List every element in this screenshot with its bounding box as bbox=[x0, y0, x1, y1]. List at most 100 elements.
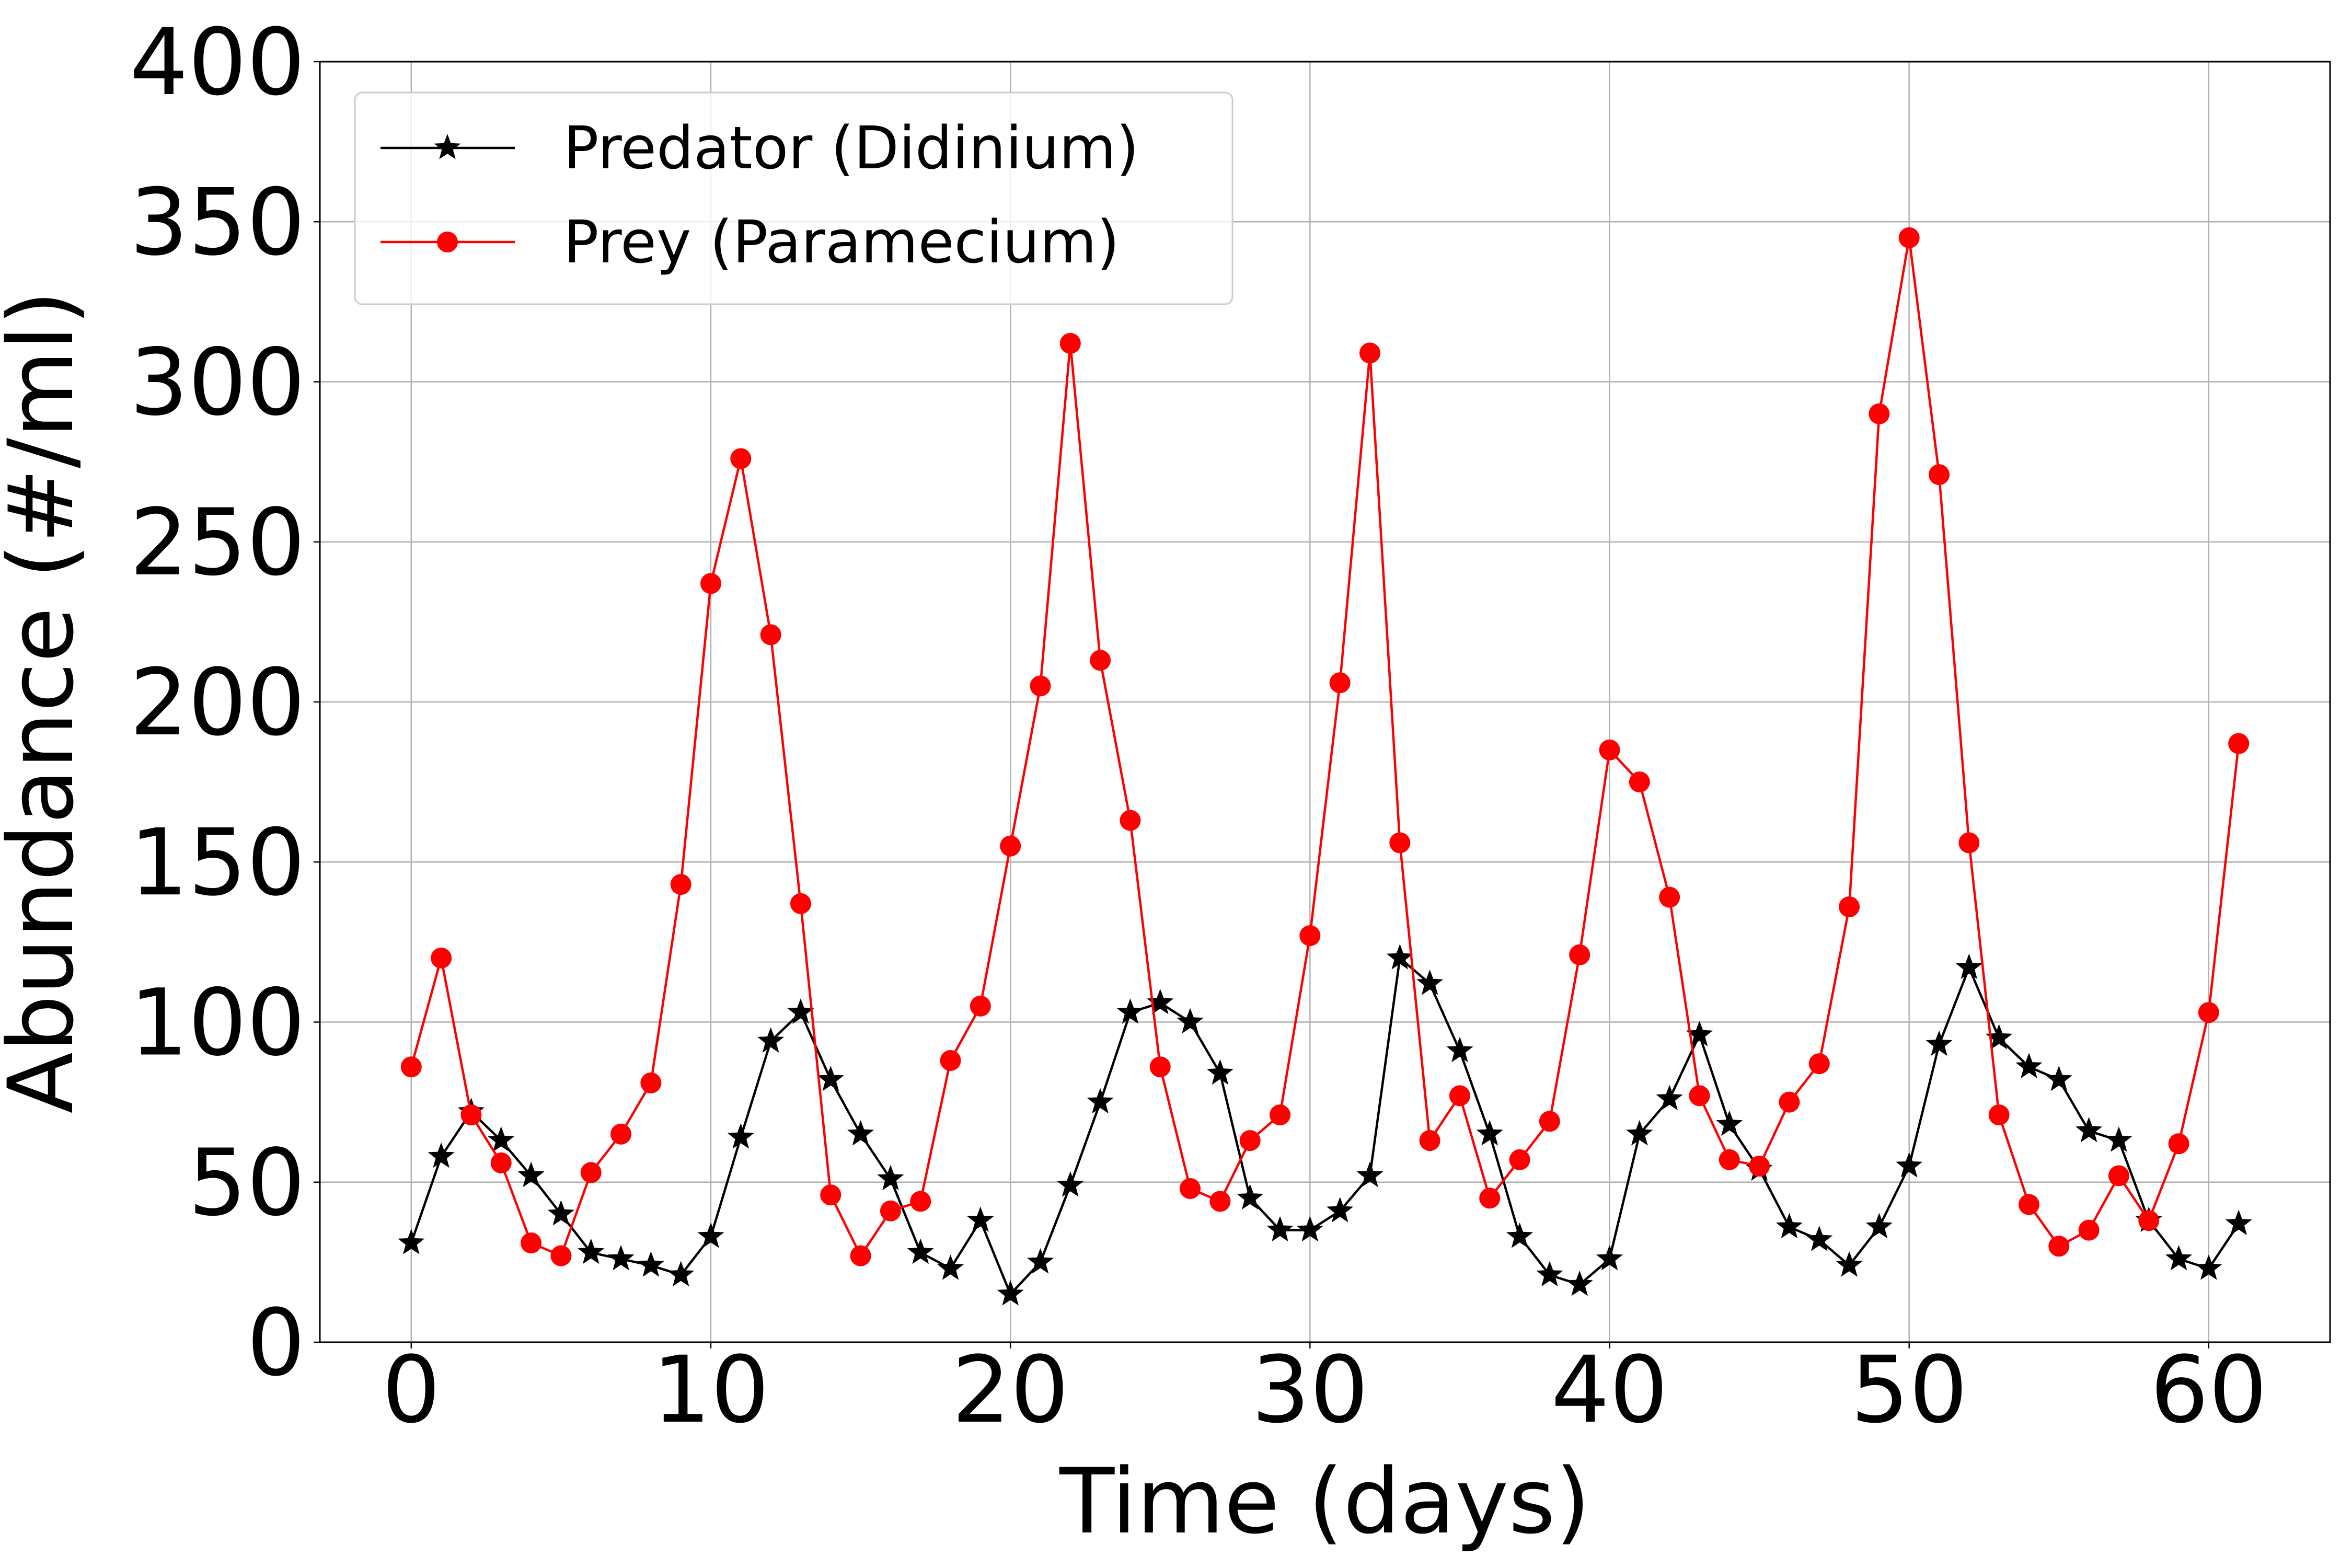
data-point bbox=[2138, 1210, 2160, 1231]
legend-marker bbox=[437, 232, 458, 252]
x-tick-label: 30 bbox=[1251, 1336, 1368, 1444]
x-tick-label: 60 bbox=[2150, 1336, 2267, 1444]
y-tick-label: 200 bbox=[130, 649, 305, 756]
data-point bbox=[1599, 739, 1620, 760]
data-point bbox=[610, 1123, 632, 1145]
data-point bbox=[1869, 403, 1890, 424]
data-point bbox=[428, 1142, 455, 1168]
data-point bbox=[1180, 1178, 1201, 1199]
data-point bbox=[1536, 1261, 1563, 1287]
data-point bbox=[757, 1027, 785, 1053]
data-point bbox=[1775, 1213, 1803, 1239]
data-point bbox=[1359, 342, 1380, 364]
legend-frame bbox=[354, 91, 1233, 305]
data-point bbox=[1266, 1216, 1294, 1242]
data-point bbox=[2198, 1002, 2219, 1023]
series-predator-didinium bbox=[398, 944, 2252, 1306]
x-tick-label: 0 bbox=[382, 1336, 441, 1444]
data-point bbox=[700, 573, 721, 594]
data-point bbox=[1506, 1223, 1534, 1248]
data-point bbox=[637, 1251, 664, 1277]
y-tick-label: 100 bbox=[130, 970, 305, 1077]
data-point bbox=[1749, 1156, 1770, 1177]
legend-label: Prey (Paramecium) bbox=[563, 209, 1120, 276]
data-point bbox=[400, 1056, 422, 1078]
data-point bbox=[910, 1191, 931, 1212]
y-tick-label: 50 bbox=[188, 1129, 305, 1237]
series-line bbox=[410, 956, 2240, 1296]
data-point bbox=[547, 1200, 574, 1226]
x-tick-label: 20 bbox=[952, 1336, 1069, 1444]
data-point bbox=[850, 1245, 871, 1266]
data-point bbox=[1896, 1152, 1923, 1178]
x-axis-title: Time (days) bbox=[1059, 1449, 1590, 1554]
data-point bbox=[1386, 944, 1413, 970]
data-point bbox=[1836, 1251, 1863, 1277]
legend-marker bbox=[434, 134, 461, 159]
series-layer bbox=[398, 227, 2252, 1306]
data-point bbox=[1988, 1104, 2010, 1126]
data-point bbox=[1865, 1213, 1893, 1239]
series-prey-paramecium bbox=[400, 227, 2250, 1266]
data-point bbox=[1299, 925, 1321, 947]
data-point bbox=[1566, 1270, 1593, 1296]
data-point bbox=[490, 1152, 512, 1173]
series-line bbox=[410, 236, 2240, 1257]
data-point bbox=[670, 874, 691, 895]
y-tick-label: 150 bbox=[130, 809, 305, 916]
data-point bbox=[727, 1123, 754, 1149]
legend-label: Predator (Didinium) bbox=[563, 114, 1139, 182]
data-point bbox=[1898, 227, 1920, 248]
data-point bbox=[1329, 672, 1351, 694]
x-tick-label: 10 bbox=[652, 1336, 769, 1444]
y-tick-label: 350 bbox=[130, 169, 305, 276]
data-point bbox=[1206, 1059, 1233, 1085]
data-point bbox=[667, 1261, 695, 1287]
data-point bbox=[1116, 998, 1144, 1024]
y-tick-label: 0 bbox=[247, 1289, 305, 1397]
y-tick-label: 250 bbox=[130, 489, 305, 596]
y-tick-label: 400 bbox=[130, 9, 305, 116]
data-point bbox=[1539, 1111, 1560, 1132]
data-point bbox=[640, 1072, 662, 1093]
data-point bbox=[1030, 675, 1051, 697]
data-point bbox=[1296, 1216, 1323, 1242]
grid bbox=[320, 61, 2330, 1343]
data-point bbox=[1027, 1248, 1054, 1274]
data-point bbox=[787, 998, 814, 1024]
data-point bbox=[460, 1104, 482, 1126]
data-point bbox=[2078, 1219, 2100, 1241]
data-point bbox=[1629, 771, 1650, 793]
data-point bbox=[2048, 1236, 2070, 1257]
data-point bbox=[1626, 1120, 1653, 1146]
data-point bbox=[877, 1165, 904, 1191]
data-point bbox=[2195, 1254, 2222, 1280]
data-point bbox=[1416, 970, 1444, 995]
data-point bbox=[1958, 832, 1980, 854]
data-point bbox=[1149, 1056, 1171, 1078]
y-tick-label: 300 bbox=[130, 329, 305, 436]
data-point bbox=[1476, 1120, 1503, 1146]
x-tick-label: 50 bbox=[1851, 1336, 1968, 1444]
data-point bbox=[760, 624, 781, 645]
data-point bbox=[1059, 333, 1081, 354]
data-point bbox=[1596, 1244, 1623, 1271]
data-point bbox=[1929, 464, 1950, 486]
data-point bbox=[1120, 810, 1141, 831]
data-point bbox=[847, 1120, 874, 1146]
y-axis-title: Abundance (#/ml) bbox=[0, 290, 94, 1113]
data-point bbox=[1057, 1171, 1084, 1197]
data-point bbox=[580, 1162, 602, 1183]
data-point bbox=[1270, 1104, 1291, 1126]
data-point bbox=[1656, 1085, 1683, 1111]
data-point bbox=[2228, 733, 2250, 754]
data-point bbox=[2045, 1065, 2072, 1091]
data-point bbox=[1479, 1187, 1501, 1209]
data-point bbox=[1509, 1149, 1530, 1170]
data-point bbox=[1209, 1191, 1231, 1212]
data-point bbox=[730, 448, 752, 469]
data-point bbox=[1779, 1091, 1800, 1113]
data-point bbox=[1327, 1197, 1354, 1223]
data-point bbox=[1087, 1088, 1114, 1114]
